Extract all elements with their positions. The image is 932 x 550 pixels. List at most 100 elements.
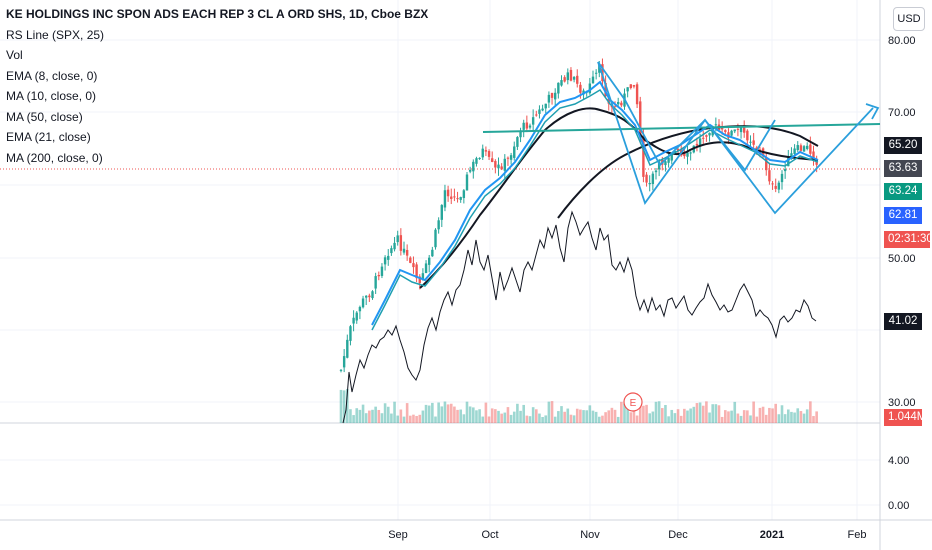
volume-bar <box>761 406 765 423</box>
candle-body <box>727 132 730 138</box>
indicator-volume[interactable]: Vol <box>6 48 23 62</box>
volume-bar <box>503 412 507 423</box>
candle-body <box>664 161 667 166</box>
volume-bar <box>431 402 434 423</box>
svg-text:Feb: Feb <box>848 529 867 541</box>
time-axis[interactable]: Sep Oct Nov Dec 2021 Feb <box>388 529 866 541</box>
volume-bar <box>443 401 447 423</box>
volume-bar <box>386 406 390 423</box>
volume-bar <box>535 409 538 423</box>
candle-body <box>383 257 387 265</box>
volume-bar <box>604 412 607 423</box>
volume-bar <box>651 411 655 423</box>
volume-bar <box>472 407 475 423</box>
volume-bar <box>465 401 469 423</box>
volume-bar <box>701 405 705 423</box>
volume-bar <box>661 408 664 423</box>
price-axis[interactable]: 80.00 70.00 50.00 30.00 4.00 0.00 <box>888 35 916 512</box>
price-tag-ma50: 65.20 <box>884 137 922 154</box>
symbol-title[interactable]: KE HOLDINGS INC SPON ADS EACH REP 3 CL A… <box>6 7 429 21</box>
indicator-ma10[interactable]: MA (10, close, 0) <box>6 89 97 103</box>
volume-bar <box>342 390 346 423</box>
svg-text:E: E <box>630 398 637 409</box>
volume-bar <box>544 415 548 423</box>
volume-bar <box>588 405 592 423</box>
candle-body <box>780 173 784 183</box>
candle-body <box>421 273 425 281</box>
price-tag-rs-line: 41.02 <box>884 313 922 330</box>
indicator-ma200[interactable]: MA (200, close, 0) <box>6 150 103 165</box>
candle-body <box>790 153 793 159</box>
candle-body <box>730 130 733 136</box>
volume-bar <box>579 409 582 423</box>
volume-bar <box>695 403 699 423</box>
volume-bar <box>456 409 459 423</box>
earnings-marker[interactable]: E <box>623 392 643 412</box>
candle-body <box>365 295 368 298</box>
candle-body <box>629 84 632 89</box>
volume-bar <box>569 414 573 423</box>
volume-bar <box>686 410 689 423</box>
volume-bar <box>412 414 415 423</box>
volume-bar <box>557 411 560 423</box>
volume-bar <box>484 402 488 423</box>
candle-body <box>380 266 384 276</box>
svg-text:Dec: Dec <box>668 529 688 541</box>
svg-text:80.00: 80.00 <box>888 35 916 47</box>
indicator-rs-line[interactable]: RS Line (SPX, 25) <box>6 27 105 42</box>
volume-bar <box>783 414 787 423</box>
volume-bar <box>440 406 444 423</box>
volume-bar <box>679 415 683 423</box>
candle-body <box>402 248 406 253</box>
svg-text:4.00: 4.00 <box>888 455 909 467</box>
ema21-line <box>419 107 819 289</box>
volume-bar <box>383 403 387 423</box>
currency-button[interactable]: USD <box>893 7 925 31</box>
volume-bar <box>607 410 611 423</box>
volume-bars <box>339 389 818 423</box>
volume-bar <box>648 413 651 423</box>
candle-body <box>506 157 510 159</box>
volume-bar <box>673 413 677 423</box>
volume-bar <box>692 406 696 423</box>
volume-bar <box>424 404 428 423</box>
volume-bar <box>415 415 418 423</box>
volume-bar <box>657 401 661 423</box>
indicator-ema8[interactable]: EMA (8, close, 0) <box>6 68 98 83</box>
candle-body <box>371 291 374 299</box>
volume-bar <box>780 405 784 423</box>
volume-bar <box>475 410 478 423</box>
candle-body <box>478 157 481 159</box>
candle-body <box>396 235 399 243</box>
candle-body <box>572 76 576 80</box>
candle-body <box>368 295 371 298</box>
candle-body <box>446 189 450 197</box>
volume-bar <box>787 409 790 423</box>
candle-body <box>749 141 752 143</box>
candle-body <box>594 72 598 74</box>
candle-body <box>424 263 428 274</box>
volume-bar <box>730 410 733 423</box>
volume-bar <box>629 412 633 423</box>
volume-bar <box>645 404 648 423</box>
candle-body <box>484 150 488 152</box>
volume-bar <box>689 408 692 423</box>
volume-bar <box>638 405 642 423</box>
candle-body <box>361 298 365 308</box>
candle-body <box>339 369 343 371</box>
volume-bar <box>437 402 440 423</box>
indicator-ema21[interactable]: EMA (21, close) <box>6 130 91 144</box>
candle-body <box>472 161 475 172</box>
candle-body <box>541 108 544 111</box>
volume-bar <box>377 409 381 423</box>
indicator-ma50[interactable]: MA (50, close) <box>6 109 83 124</box>
candle-body <box>547 94 551 103</box>
candle-body <box>538 109 541 114</box>
volume-bar <box>799 411 803 423</box>
volume-bar <box>598 416 601 423</box>
volume-bar <box>654 401 658 423</box>
candle-body <box>358 306 362 312</box>
svg-text:Nov: Nov <box>580 529 600 541</box>
candle-body <box>667 157 670 163</box>
